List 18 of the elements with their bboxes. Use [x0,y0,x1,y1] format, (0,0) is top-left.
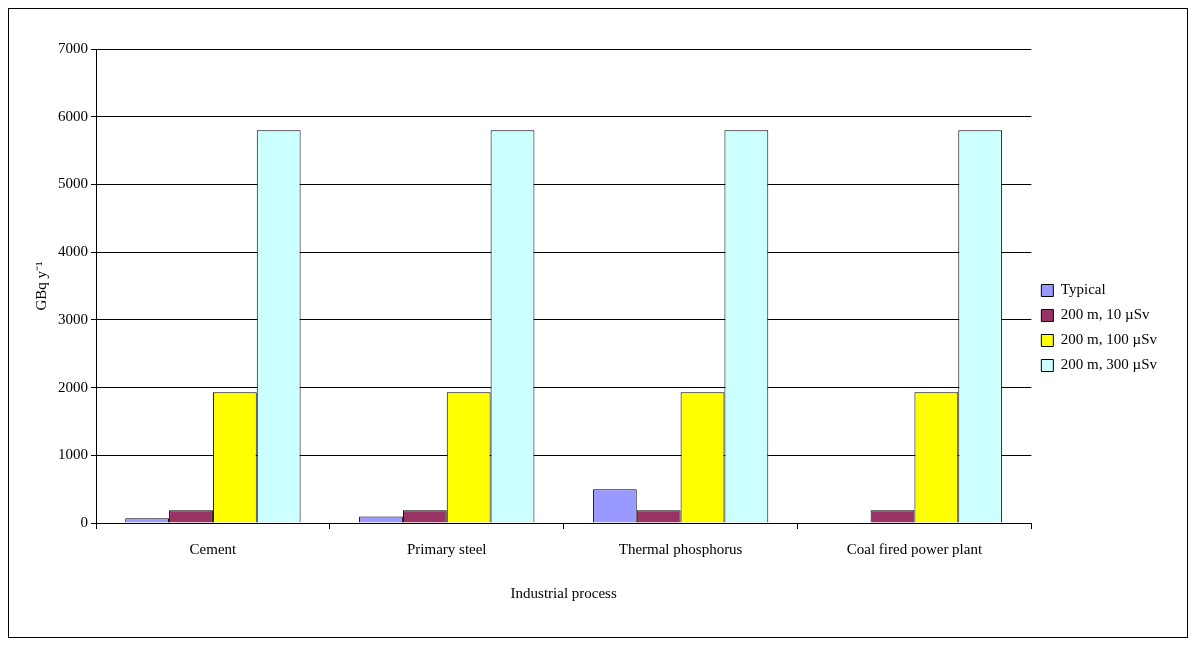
y-axis-title: GBq y⁻¹ [32,261,49,311]
legend-label: 200 m, 300 µSv [1060,356,1158,373]
y-tick-label: 5000 [58,175,88,192]
x-tick-label: Coal fired power plant [846,540,983,557]
x-tick-label: Thermal phosphorus [618,540,743,557]
legend-label: Typical [1060,281,1106,298]
legend-label: 200 m, 10 µSv [1060,306,1150,323]
y-tick-label: 3000 [58,310,88,327]
y-tick-label: 6000 [58,107,88,124]
y-tick-label: 2000 [58,378,88,395]
y-tick-label: 4000 [58,243,88,260]
x-tick-label: Primary steel [406,540,487,557]
legend-label: 200 m, 100 µSv [1060,331,1158,348]
x-axis-title: Industrial process [510,584,617,601]
y-tick-label: 0 [80,513,88,530]
y-tick-label: 1000 [58,446,88,463]
y-tick-label: 7000 [58,39,88,56]
x-tick-label: Cement [189,540,238,557]
